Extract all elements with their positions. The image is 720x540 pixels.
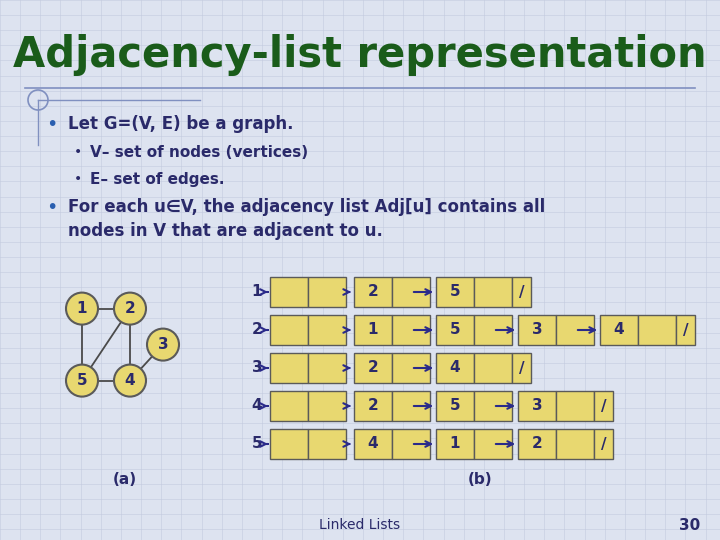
Bar [556, 391, 594, 421]
Bar [512, 353, 531, 383]
Bar [270, 353, 308, 383]
Bar [676, 315, 695, 345]
Circle shape [66, 293, 98, 325]
Bar [474, 277, 512, 307]
Bar [594, 429, 613, 459]
Text: 3: 3 [158, 337, 168, 352]
Bar [474, 315, 512, 345]
Text: Linked Lists: Linked Lists [320, 518, 400, 532]
Text: 1: 1 [77, 301, 87, 316]
Text: 4: 4 [125, 373, 135, 388]
Bar [354, 277, 392, 307]
Text: 5: 5 [252, 436, 262, 451]
Circle shape [114, 293, 146, 325]
Bar [436, 315, 474, 345]
Text: 1: 1 [450, 436, 460, 451]
Text: 3: 3 [531, 322, 542, 338]
Text: Adjacency-list representation: Adjacency-list representation [13, 34, 707, 76]
Text: 5: 5 [450, 285, 460, 300]
Text: 4: 4 [252, 399, 262, 414]
Bar [436, 277, 474, 307]
Bar [556, 315, 594, 345]
Bar [270, 315, 308, 345]
Text: 2: 2 [531, 436, 542, 451]
Text: V– set of nodes (vertices): V– set of nodes (vertices) [90, 145, 308, 160]
Text: 5: 5 [77, 373, 87, 388]
Text: (a): (a) [113, 472, 137, 487]
Text: For each u∈V, the adjacency list Adj[u] contains all: For each u∈V, the adjacency list Adj[u] … [68, 198, 545, 216]
Text: 2: 2 [251, 322, 262, 338]
Text: 2: 2 [368, 399, 379, 414]
Bar [600, 315, 638, 345]
Bar [518, 391, 556, 421]
Text: 5: 5 [450, 399, 460, 414]
Text: E– set of edges.: E– set of edges. [90, 172, 225, 187]
Bar [594, 391, 613, 421]
Text: 3: 3 [252, 361, 262, 375]
Text: Let G=(V, E) be a graph.: Let G=(V, E) be a graph. [68, 115, 294, 133]
Bar [308, 315, 346, 345]
Bar [436, 353, 474, 383]
Circle shape [114, 364, 146, 396]
Bar [392, 391, 430, 421]
Text: •: • [46, 198, 58, 217]
Text: /: / [518, 285, 524, 300]
Text: 4: 4 [368, 436, 378, 451]
Text: nodes in V that are adjacent to u.: nodes in V that are adjacent to u. [68, 222, 383, 240]
Bar [354, 353, 392, 383]
Bar [308, 353, 346, 383]
Text: •: • [74, 145, 82, 159]
Text: 5: 5 [450, 322, 460, 338]
Text: /: / [683, 322, 688, 338]
Bar [354, 315, 392, 345]
Text: 3: 3 [531, 399, 542, 414]
Bar [518, 315, 556, 345]
Circle shape [147, 329, 179, 361]
Bar [474, 353, 512, 383]
Bar [270, 391, 308, 421]
Text: 1: 1 [368, 322, 378, 338]
Bar [354, 391, 392, 421]
Bar [474, 391, 512, 421]
Bar [308, 429, 346, 459]
Text: 4: 4 [613, 322, 624, 338]
Text: 2: 2 [368, 285, 379, 300]
Bar [354, 429, 392, 459]
Bar [512, 277, 531, 307]
Bar [392, 429, 430, 459]
Text: /: / [600, 436, 606, 451]
Bar [392, 315, 430, 345]
Circle shape [66, 364, 98, 396]
Text: 2: 2 [368, 361, 379, 375]
Text: 2: 2 [125, 301, 135, 316]
Bar [556, 429, 594, 459]
Text: (b): (b) [468, 472, 492, 487]
Bar [474, 429, 512, 459]
Text: /: / [518, 361, 524, 375]
Bar [638, 315, 676, 345]
Bar [270, 277, 308, 307]
Bar [518, 429, 556, 459]
Text: 4: 4 [450, 361, 460, 375]
Text: 30: 30 [679, 517, 700, 532]
Bar [436, 429, 474, 459]
Text: •: • [74, 172, 82, 186]
Bar [392, 277, 430, 307]
Text: 1: 1 [252, 285, 262, 300]
Text: •: • [46, 115, 58, 134]
Text: /: / [600, 399, 606, 414]
Bar [436, 391, 474, 421]
Bar [308, 277, 346, 307]
Bar [270, 429, 308, 459]
Bar [392, 353, 430, 383]
Bar [308, 391, 346, 421]
